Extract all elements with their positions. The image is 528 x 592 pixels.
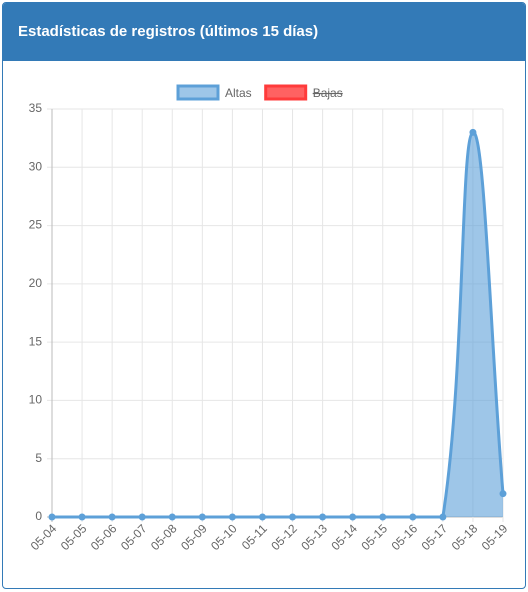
x-tick-label: 05-04 (28, 521, 60, 553)
x-tick-label: 05-18 (449, 521, 481, 553)
x-tick-label: 05-12 (268, 521, 300, 553)
x-tick-label: 05-17 (419, 521, 451, 553)
x-tick-label: 05-19 (479, 521, 511, 553)
x-tick-label: 05-07 (118, 521, 150, 553)
legend-label: Bajas (313, 86, 343, 100)
y-tick-label: 25 (29, 218, 43, 232)
point (108, 513, 116, 521)
y-tick-label: 20 (29, 276, 43, 290)
legend-swatch (176, 84, 220, 101)
y-tick-label: 15 (29, 334, 43, 348)
legend-swatch (264, 84, 308, 101)
point (138, 513, 146, 521)
y-tick-label: 0 (35, 509, 42, 523)
point (78, 513, 86, 521)
point (228, 513, 236, 521)
panel-title: Estadísticas de registros (últimos 15 dí… (3, 3, 525, 61)
x-tick-label: 05-13 (298, 521, 330, 553)
x-tick-label: 05-09 (178, 521, 210, 553)
y-tick-label: 35 (29, 101, 43, 115)
point (198, 513, 206, 521)
y-tick-label: 10 (29, 393, 43, 407)
point (289, 513, 297, 521)
y-tick-label: 5 (35, 451, 42, 465)
line (52, 130, 505, 519)
point (409, 513, 417, 521)
point (469, 128, 477, 136)
y-tick-label: 30 (29, 159, 43, 173)
x-tick-label: 05-08 (148, 521, 180, 553)
point (168, 513, 176, 521)
x-tick-label: 05-10 (208, 521, 240, 553)
legend-label: Altas (225, 86, 252, 100)
point (499, 490, 507, 498)
point (439, 513, 447, 521)
x-tick-label: 05-16 (389, 521, 421, 553)
point (258, 513, 266, 521)
point (319, 513, 327, 521)
area (52, 132, 503, 517)
point (379, 513, 387, 521)
x-tick-label: 05-15 (358, 521, 390, 553)
point (48, 513, 56, 521)
x-tick-label: 05-05 (58, 521, 90, 553)
x-tick-label: 05-11 (239, 521, 270, 552)
point (349, 513, 357, 521)
x-tick-label: 05-06 (88, 521, 120, 553)
x-tick-label: 05-14 (328, 521, 360, 553)
